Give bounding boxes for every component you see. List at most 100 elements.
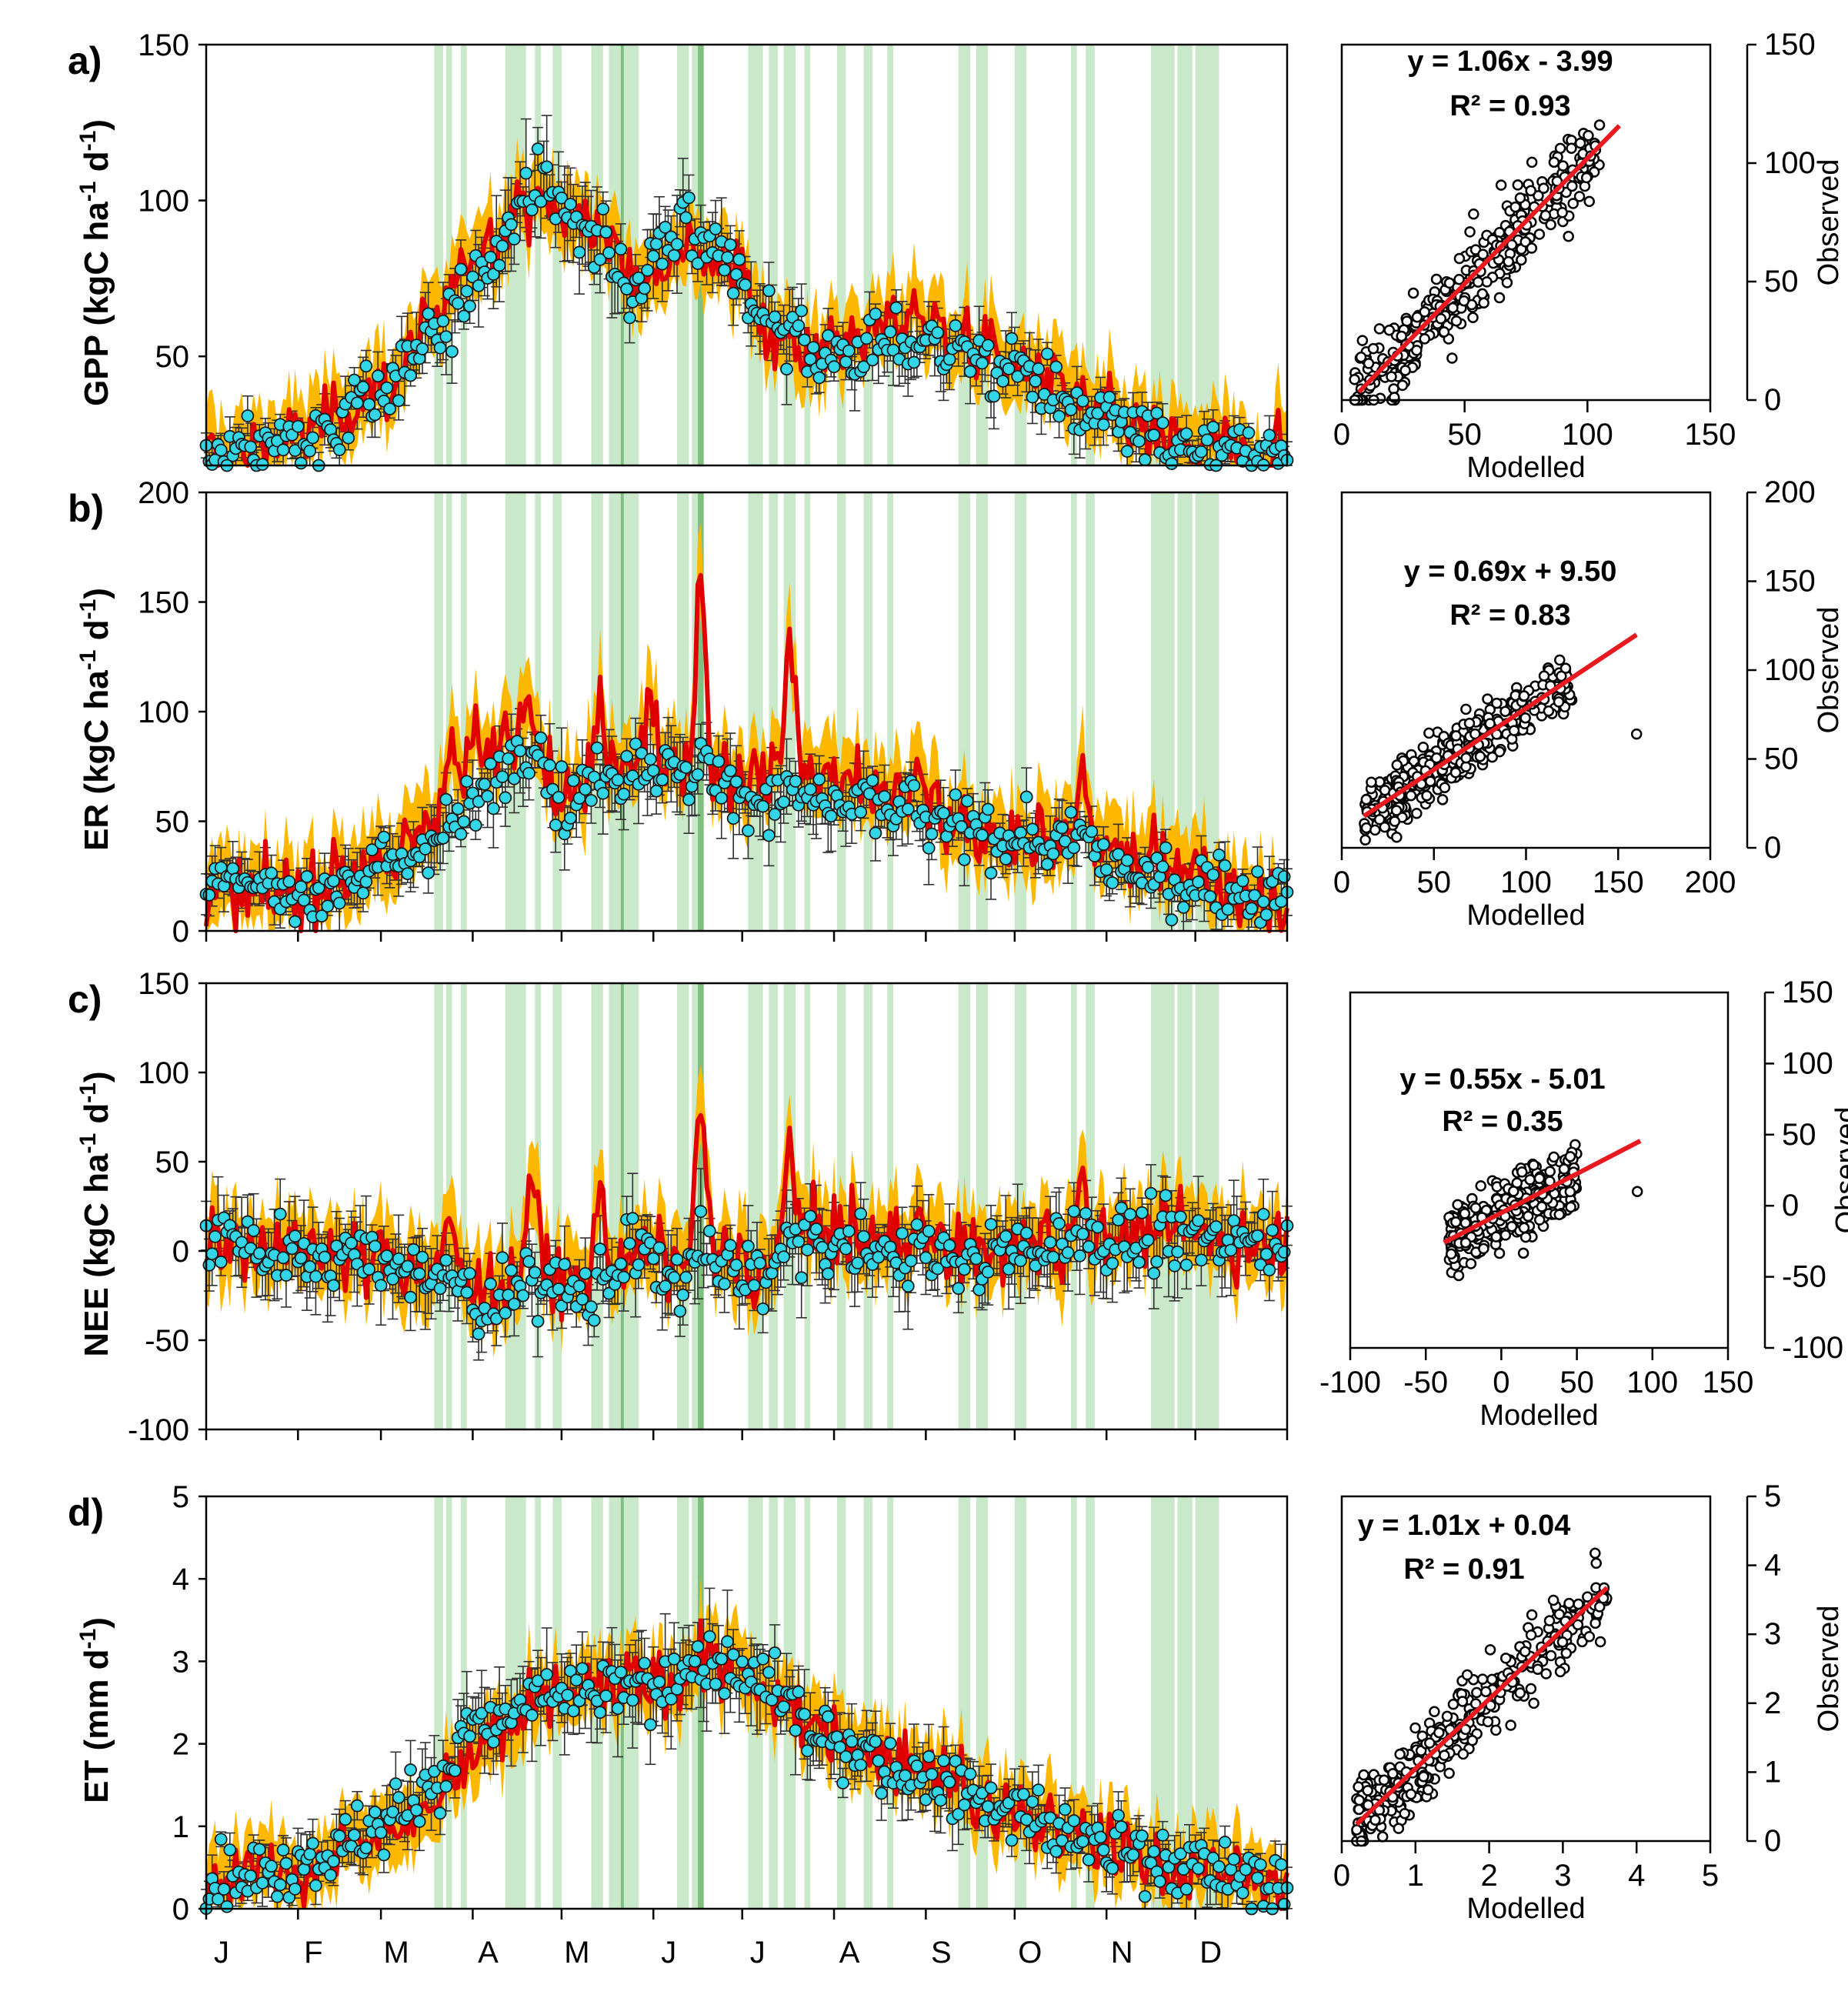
observed-point bbox=[1218, 859, 1232, 872]
scatter-y-tick-label: 50 bbox=[1764, 265, 1799, 299]
scatter-y-tick-label: 200 bbox=[1764, 475, 1816, 509]
scatter-point bbox=[1469, 728, 1481, 740]
treatment-band bbox=[887, 492, 894, 931]
treatment-band bbox=[863, 45, 873, 465]
scatter-point bbox=[1460, 752, 1472, 764]
observed-point bbox=[635, 746, 649, 760]
observed-point bbox=[1049, 360, 1063, 374]
scatter-point bbox=[1379, 821, 1391, 833]
observed-point bbox=[803, 782, 817, 796]
observed-point bbox=[866, 353, 879, 367]
scatter-point bbox=[1551, 175, 1563, 187]
observed-point bbox=[1046, 847, 1060, 861]
scatter-point bbox=[1424, 776, 1436, 787]
observed-point bbox=[585, 794, 598, 807]
scatter-point bbox=[1533, 228, 1546, 240]
observed-point bbox=[436, 831, 450, 845]
observed-point bbox=[762, 829, 776, 842]
treatment-band bbox=[1150, 45, 1160, 465]
observed-point bbox=[996, 375, 1009, 388]
observed-point bbox=[392, 394, 405, 408]
observed-point bbox=[824, 809, 838, 823]
observed-point bbox=[646, 249, 660, 263]
observed-point bbox=[803, 352, 817, 366]
observed-point bbox=[963, 365, 977, 379]
observed-point bbox=[620, 282, 634, 296]
observed-point bbox=[1259, 908, 1273, 922]
observed-point bbox=[289, 915, 302, 929]
observed-point bbox=[252, 1246, 266, 1260]
scatter-point bbox=[1514, 192, 1526, 204]
scatter-point bbox=[1390, 805, 1403, 816]
scatter-x-tick-label: 100 bbox=[1500, 866, 1552, 899]
observed-point bbox=[412, 1267, 426, 1280]
observed-point bbox=[1085, 825, 1099, 839]
scatter-point bbox=[1583, 195, 1595, 208]
observed-point bbox=[359, 875, 373, 889]
scatter-y-tick-label: 0 bbox=[1764, 831, 1781, 865]
observed-point bbox=[463, 299, 476, 313]
observed-point bbox=[419, 842, 432, 856]
scatter-point bbox=[1399, 365, 1411, 376]
y-tick-label: 0 bbox=[172, 915, 189, 949]
observed-point bbox=[1242, 426, 1256, 439]
observed-point bbox=[457, 815, 471, 829]
observed-point bbox=[812, 371, 826, 385]
regression-line bbox=[1357, 124, 1621, 394]
treatment-band bbox=[535, 45, 541, 465]
observed-point bbox=[481, 789, 495, 803]
observed-point bbox=[1245, 902, 1259, 916]
observed-point bbox=[620, 749, 634, 763]
observed-point bbox=[502, 752, 515, 766]
scatter-x-tick-label: 50 bbox=[1417, 866, 1452, 899]
observed-point bbox=[404, 1290, 418, 1304]
regression-line bbox=[1363, 632, 1638, 819]
observed-point bbox=[356, 380, 370, 394]
observed-point bbox=[726, 812, 740, 826]
observed-point bbox=[1064, 806, 1078, 819]
panel-a: 50 100 150 a) GPP (kgC ha-1 d-1) bbox=[68, 28, 1294, 472]
observed-point bbox=[247, 1224, 260, 1237]
scatter-point bbox=[1383, 325, 1396, 336]
treatment-band bbox=[783, 983, 796, 1429]
plot-frame bbox=[205, 43, 1289, 467]
observed-point bbox=[356, 886, 370, 900]
observed-point bbox=[486, 802, 500, 816]
observed-point bbox=[1256, 895, 1270, 909]
scatter-point bbox=[1495, 179, 1507, 191]
treatment-band bbox=[1086, 492, 1095, 931]
scatter-point bbox=[1447, 302, 1459, 314]
treatment-band bbox=[748, 983, 763, 1429]
observed-point bbox=[507, 232, 521, 246]
scatter-point bbox=[1419, 333, 1431, 345]
observed-point bbox=[572, 245, 586, 259]
observed-point bbox=[1165, 913, 1179, 927]
observed-point bbox=[543, 759, 556, 772]
observed-point bbox=[369, 1239, 382, 1253]
scatter-point bbox=[1482, 693, 1493, 705]
treatment-band bbox=[887, 45, 894, 465]
observed-point bbox=[401, 1259, 415, 1273]
treatment-band bbox=[434, 45, 443, 465]
observed-point bbox=[359, 359, 373, 373]
observed-point bbox=[422, 866, 435, 879]
scatter-x-title: Modelled bbox=[1466, 899, 1585, 932]
scatter-point bbox=[1566, 180, 1578, 192]
scatter-point bbox=[1525, 185, 1536, 197]
scatter-point bbox=[1512, 179, 1524, 191]
treatment-band bbox=[1086, 45, 1095, 465]
observed-point bbox=[350, 396, 364, 410]
scatter-point bbox=[1580, 172, 1593, 184]
regression-equation: y = 0.69x + 9.50 bbox=[1404, 555, 1617, 588]
observed-point bbox=[342, 431, 355, 445]
scatter-point bbox=[1436, 794, 1449, 806]
observed-point bbox=[566, 774, 580, 788]
observed-point bbox=[433, 341, 447, 355]
observed-point bbox=[289, 1229, 302, 1243]
observed-point bbox=[255, 458, 269, 471]
scatter-point bbox=[1538, 182, 1549, 194]
observed-point bbox=[949, 319, 962, 332]
observed-point bbox=[404, 369, 418, 382]
observed-point bbox=[1058, 835, 1072, 848]
observed-point bbox=[1165, 457, 1179, 470]
